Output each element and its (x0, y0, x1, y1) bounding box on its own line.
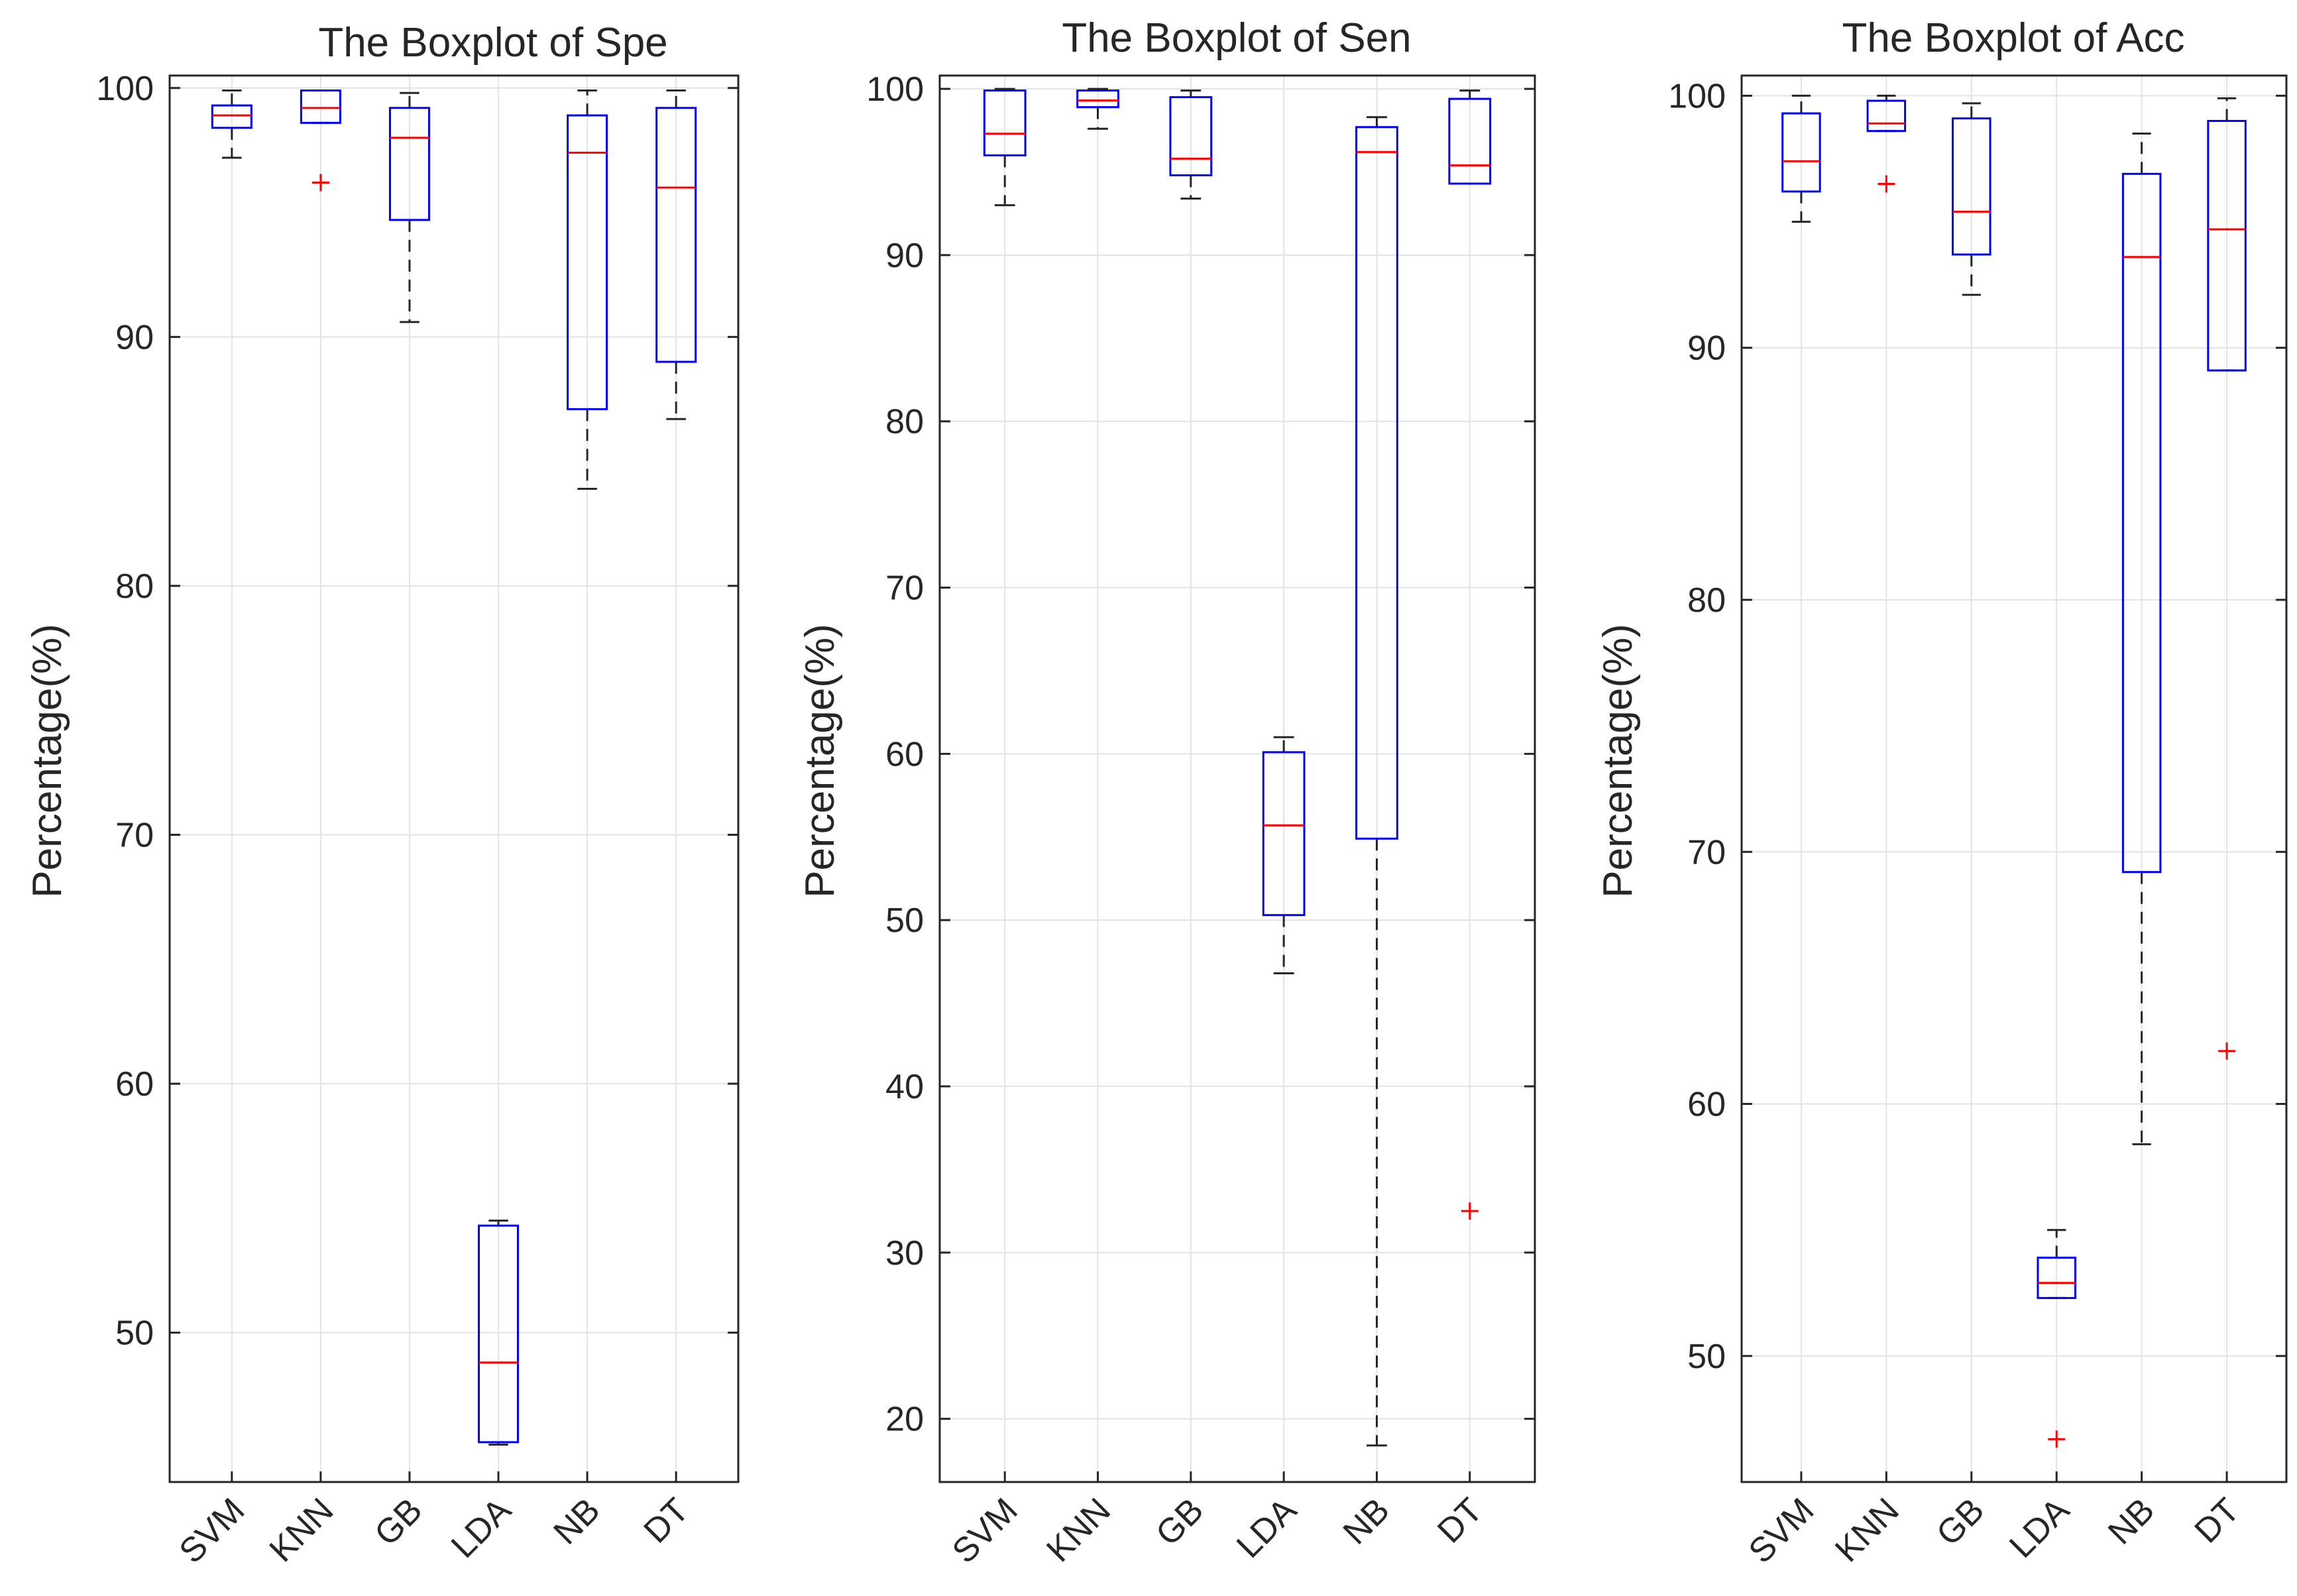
iqr-box (1866, 99, 1907, 133)
axes-frame (168, 74, 740, 1483)
y-axis-label: Percentage(%) (25, 624, 70, 898)
box-knn (1076, 87, 1119, 130)
y-tick-label: 70 (885, 569, 924, 608)
box-nb (567, 89, 608, 490)
box-lda (2037, 1229, 2076, 1448)
chart-title: The Boxplot of Acc (1842, 15, 2185, 61)
outlier-marker (1877, 175, 1895, 193)
box-lda (478, 1220, 520, 1446)
box-svm (1781, 94, 1821, 223)
iqr-box (567, 114, 608, 410)
iqr-box (211, 104, 252, 129)
iqr-box (478, 1224, 520, 1444)
y-tick-label: 50 (1687, 1338, 1726, 1376)
outlier-marker (2048, 1430, 2066, 1448)
y-axis-label: Percentage(%) (797, 624, 843, 898)
box-dt (655, 89, 697, 420)
box-nb (2121, 132, 2162, 1145)
box-lda (1262, 736, 1306, 974)
y-tick-label: 60 (1687, 1086, 1726, 1124)
box-svm (211, 89, 252, 159)
iqr-box (1262, 751, 1306, 917)
chart-title: The Boxplot of Spe (318, 20, 667, 66)
box-gb (1952, 102, 1991, 296)
y-tick-label: 80 (115, 567, 154, 606)
iqr-box (1076, 89, 1119, 109)
axes-frame (938, 74, 1536, 1483)
y-tick-label: 80 (1687, 581, 1726, 620)
iqr-box (1169, 96, 1213, 176)
y-tick-label: 80 (885, 403, 924, 441)
box-nb (1355, 116, 1398, 1447)
iqr-box (655, 107, 697, 363)
iqr-box (2207, 119, 2247, 372)
outlier-marker (311, 174, 329, 192)
y-tick-label: 60 (115, 1065, 154, 1104)
outlier-marker (1461, 1202, 1479, 1220)
y-tick-label: 90 (1687, 329, 1726, 368)
iqr-box (1781, 112, 1821, 193)
y-tick-label: 70 (115, 817, 154, 855)
y-tick-label: 20 (885, 1400, 924, 1439)
y-tick-label: 30 (885, 1234, 924, 1273)
box-knn (300, 89, 341, 192)
y-axis-label: Percentage(%) (1595, 624, 1641, 898)
box-dt (1448, 89, 1492, 1220)
box-dt (2207, 97, 2247, 1060)
chart-title: The Boxplot of Sen (1062, 15, 1411, 61)
y-tick-label: 90 (885, 237, 924, 275)
box-gb (388, 91, 430, 323)
y-tick-label: 70 (1687, 833, 1726, 872)
y-tick-label: 60 (885, 735, 924, 773)
iqr-box (1448, 97, 1492, 185)
iqr-box (2121, 172, 2162, 874)
y-tick-label: 90 (115, 318, 154, 357)
y-tick-label: 50 (115, 1314, 154, 1353)
iqr-box (983, 89, 1027, 156)
iqr-box (388, 107, 430, 221)
box-knn (1866, 94, 1907, 193)
y-tick-label: 40 (885, 1068, 924, 1106)
y-tick-label: 100 (866, 70, 924, 109)
y-tick-label: 50 (885, 901, 924, 940)
axes-frame (1740, 74, 2288, 1483)
iqr-box (1952, 117, 1991, 256)
box-svm (983, 87, 1027, 207)
iqr-box (2037, 1257, 2076, 1299)
iqr-box (300, 89, 341, 124)
box-gb (1169, 89, 1213, 200)
outlier-marker (2218, 1042, 2236, 1060)
y-tick-label: 100 (96, 70, 154, 108)
iqr-box (1355, 126, 1398, 840)
sen-boxplot-panel: The Boxplot of Sen Percentage(%) 20 30 40 5… (797, 15, 1536, 1571)
y-tick-label: 100 (1668, 77, 1726, 115)
